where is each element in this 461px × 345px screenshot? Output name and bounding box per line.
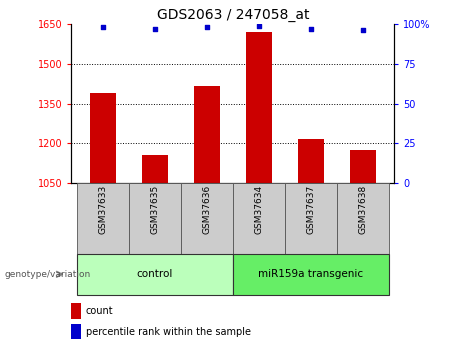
- Bar: [71, 324, 81, 339]
- Bar: [142, 155, 168, 183]
- Bar: [233, 254, 389, 295]
- Title: GDS2063 / 247058_at: GDS2063 / 247058_at: [157, 8, 309, 22]
- Text: count: count: [86, 306, 113, 316]
- Bar: [90, 93, 116, 183]
- Text: miR159a transgenic: miR159a transgenic: [258, 269, 363, 279]
- Text: GSM37638: GSM37638: [358, 185, 367, 234]
- Text: GSM37636: GSM37636: [202, 185, 211, 234]
- Point: [203, 24, 211, 30]
- Bar: [246, 32, 272, 183]
- Bar: [77, 183, 129, 254]
- Bar: [71, 303, 81, 319]
- Bar: [129, 183, 181, 254]
- Text: control: control: [136, 269, 173, 279]
- Text: GSM37634: GSM37634: [254, 185, 263, 234]
- Bar: [181, 183, 233, 254]
- Text: percentile rank within the sample: percentile rank within the sample: [86, 327, 251, 337]
- Text: GSM37633: GSM37633: [98, 185, 107, 234]
- Point: [99, 24, 106, 30]
- Point: [255, 23, 262, 29]
- Text: GSM37637: GSM37637: [307, 185, 315, 234]
- Bar: [77, 254, 233, 295]
- Bar: [194, 86, 220, 183]
- Bar: [350, 150, 376, 183]
- Bar: [233, 183, 285, 254]
- Text: GSM37635: GSM37635: [150, 185, 159, 234]
- Text: genotype/variation: genotype/variation: [5, 270, 91, 279]
- Bar: [298, 139, 324, 183]
- Bar: [337, 183, 389, 254]
- Point: [151, 26, 159, 32]
- Bar: [285, 183, 337, 254]
- Point: [307, 26, 314, 32]
- Point: [359, 28, 366, 33]
